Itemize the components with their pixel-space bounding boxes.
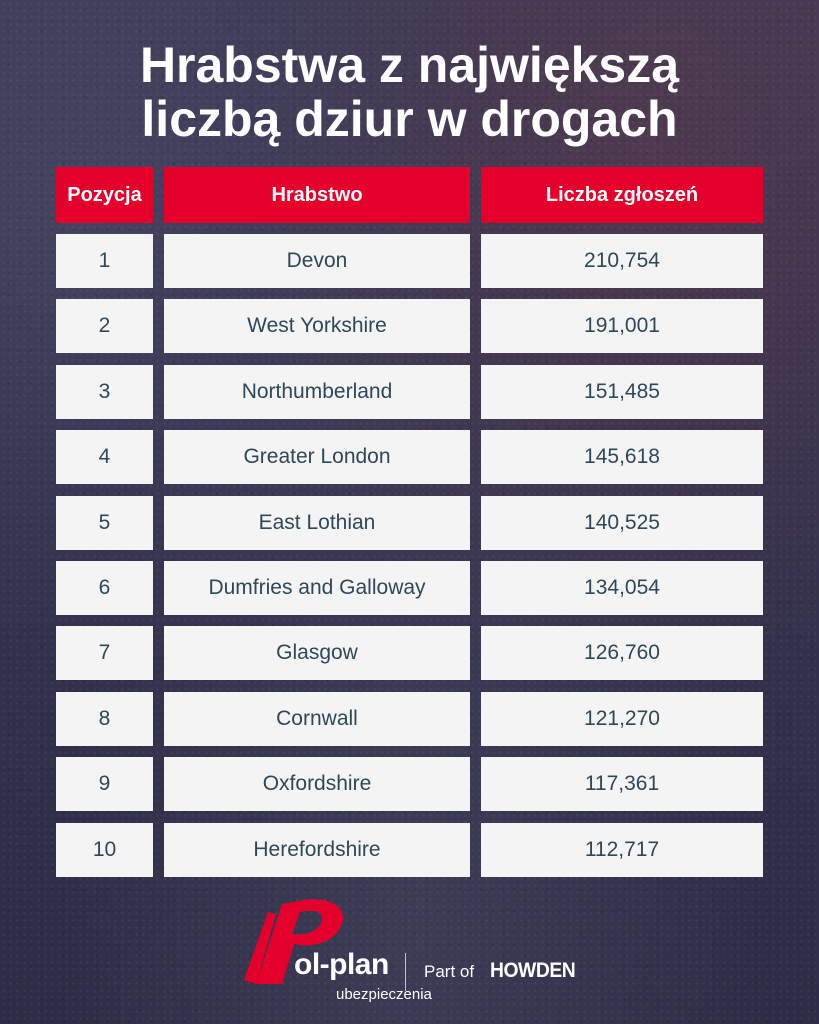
cell-county: Herefordshire xyxy=(164,823,470,877)
cell-count: 140,525 xyxy=(481,496,763,550)
howden-logo: HOWDEN xyxy=(490,959,576,982)
cell-county: West Yorkshire xyxy=(164,299,470,353)
cell-county: Dumfries and Galloway xyxy=(164,561,470,615)
cell-position: 5 xyxy=(56,496,153,550)
cell-count: 126,760 xyxy=(481,626,763,680)
cell-position: 6 xyxy=(56,561,153,615)
logo-divider xyxy=(405,953,406,991)
cell-position: 10 xyxy=(56,823,153,877)
polplan-p-icon xyxy=(244,899,343,984)
brand-subtitle: ubezpieczenia xyxy=(336,986,432,1003)
cell-position: 4 xyxy=(56,430,153,484)
cell-count: 191,001 xyxy=(481,299,763,353)
cell-position: 7 xyxy=(56,626,153,680)
cell-county: Oxfordshire xyxy=(164,757,470,811)
cell-position: 3 xyxy=(56,365,153,419)
cell-count: 210,754 xyxy=(481,234,763,288)
brand-name: ol-plan xyxy=(294,948,389,981)
page-title: Hrabstwa z największą liczbą dziur w dro… xyxy=(0,38,819,146)
header-county: Hrabstwo xyxy=(164,167,470,223)
polplan-logo: ol-plan ubezpieczenia Part of HOWDEN xyxy=(242,898,587,1010)
header-count: Liczba zgłoszeń xyxy=(481,167,763,223)
header-position: Pozycja xyxy=(56,167,153,223)
title-line-2: liczbą dziur w drogach xyxy=(141,91,678,147)
cell-county: Cornwall xyxy=(164,692,470,746)
cell-county: Glasgow xyxy=(164,626,470,680)
cell-count: 134,054 xyxy=(481,561,763,615)
cell-county: East Lothian xyxy=(164,496,470,550)
title-line-1: Hrabstwa z największą xyxy=(139,37,680,93)
cell-county: Devon xyxy=(164,234,470,288)
cell-count: 145,618 xyxy=(481,430,763,484)
cell-position: 8 xyxy=(56,692,153,746)
cell-county: Greater London xyxy=(164,430,470,484)
cell-count: 121,270 xyxy=(481,692,763,746)
cell-count: 151,485 xyxy=(481,365,763,419)
cell-count: 117,361 xyxy=(481,757,763,811)
cell-position: 2 xyxy=(56,299,153,353)
cell-county: Northumberland xyxy=(164,365,470,419)
cell-position: 9 xyxy=(56,757,153,811)
cell-position: 1 xyxy=(56,234,153,288)
part-of-label: Part of xyxy=(424,962,475,981)
cell-count: 112,717 xyxy=(481,823,763,877)
